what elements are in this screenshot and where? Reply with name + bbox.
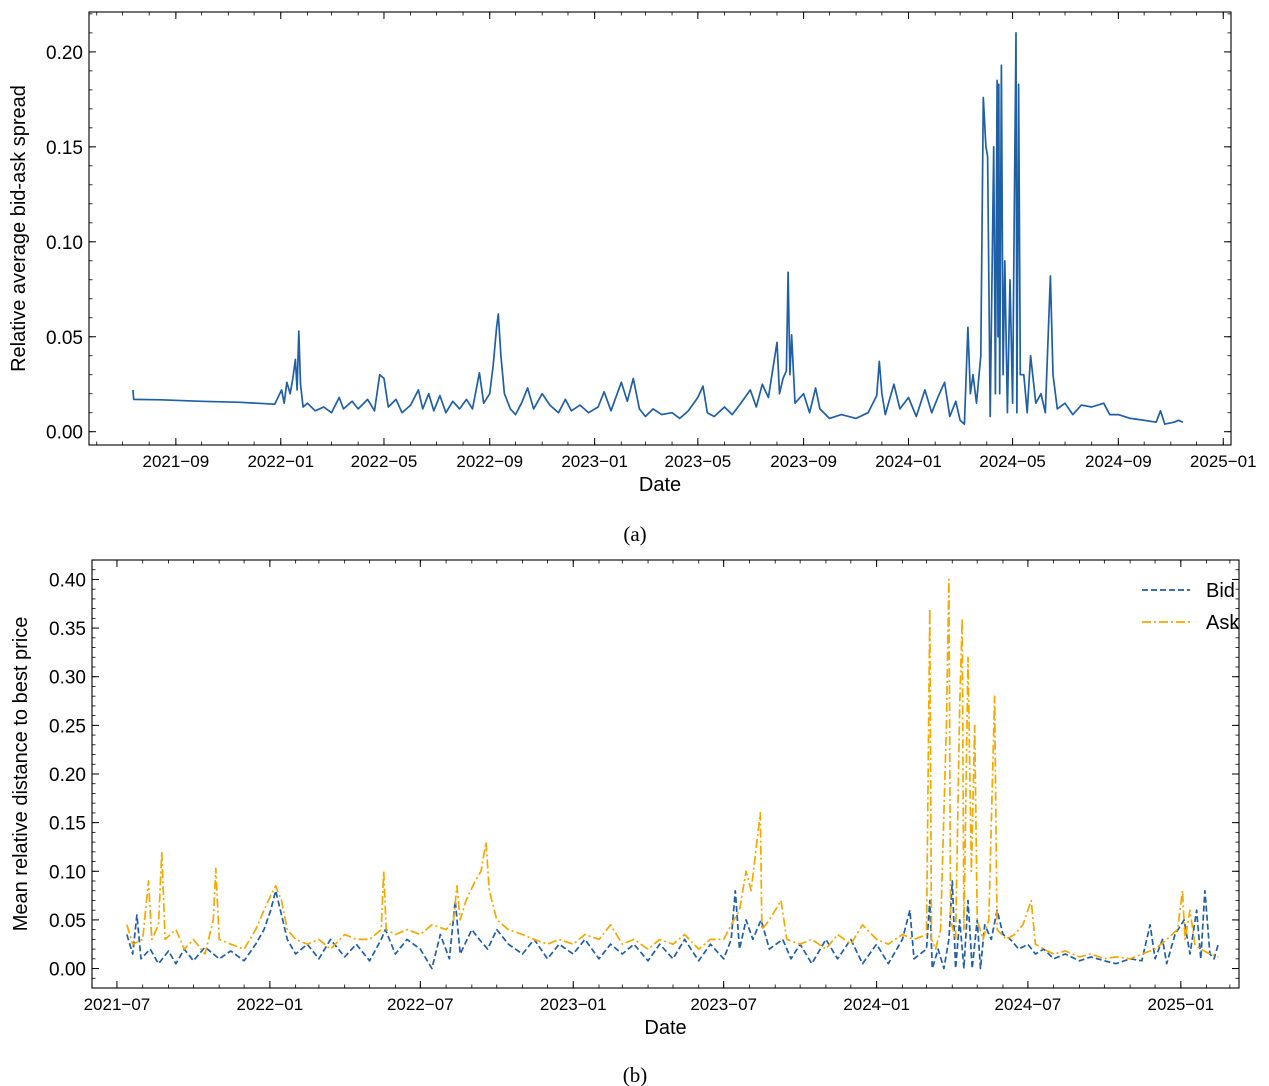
x-tick-label: 2024−01 — [875, 452, 942, 471]
panel-caption: (a) — [623, 522, 646, 546]
plot-frame — [91, 559, 1240, 989]
y-tick-label: 0.10 — [46, 233, 83, 254]
y-tick-label: 0.05 — [49, 911, 86, 932]
x-tick-label: 2022−05 — [351, 452, 418, 471]
x-tick-label: 2025−01 — [1190, 452, 1257, 471]
y-tick-label: 0.30 — [49, 668, 86, 689]
series-line-ask — [126, 578, 1219, 960]
x-tick-label: 2024−07 — [995, 995, 1062, 1014]
panel-caption: (b) — [623, 1063, 648, 1086]
x-tick-label: 2023−09 — [770, 452, 837, 471]
y-tick-label: 0.00 — [49, 960, 86, 981]
x-tick-label: 2021−07 — [84, 995, 151, 1014]
x-tick-label: 2023−01 — [561, 452, 628, 471]
legend-label-bid: Bid — [1206, 580, 1235, 602]
series-line-spread — [132, 32, 1184, 425]
panel-a: 2021−09 2022−01 2022−05 2022−09 2023−01 2023−… — [8, 11, 1257, 546]
x-tick-label: 2024−09 — [1085, 452, 1152, 471]
x-tick-label: 2022−01 — [237, 995, 304, 1014]
x-tick-label: 2025−01 — [1147, 995, 1214, 1014]
x-tick-label: 2022−09 — [456, 452, 523, 471]
x-tick-label: 2021−09 — [143, 452, 210, 471]
x-axis-label: Date — [639, 474, 681, 496]
y-tick-label: 0.15 — [46, 138, 83, 159]
panel-b: 2021−07 2022−01 2022−07 2023−01 2023−07 2024−… — [10, 559, 1240, 1086]
y-tick-label: 0.05 — [46, 328, 83, 349]
y-tick-label: 0.35 — [49, 619, 86, 640]
y-tick-label: 0.15 — [49, 814, 86, 835]
y-tick-label: 0.40 — [49, 570, 86, 591]
y-axis-label: Relative average bid-ask spread — [8, 85, 30, 372]
x-tick-label: 2022−01 — [247, 452, 314, 471]
x-tick-label: 2023−01 — [540, 995, 607, 1014]
y-axis-label: Mean relative distance to best price — [10, 617, 32, 932]
x-tick-label: 2024−05 — [979, 452, 1046, 471]
x-axis-label: Date — [644, 1017, 686, 1039]
y-tick-label: 0.10 — [49, 862, 86, 883]
plot-frame — [88, 11, 1232, 446]
x-tick-label: 2022−07 — [387, 995, 454, 1014]
x-tick-label: 2023−07 — [690, 995, 757, 1014]
y-tick-label: 0.20 — [49, 765, 86, 786]
series-line-bid — [126, 880, 1220, 970]
y-tick-label: 0.25 — [49, 716, 86, 737]
x-tick-label: 2023−05 — [665, 452, 732, 471]
x-tick-label: 2024−01 — [843, 995, 910, 1014]
legend-label-ask: Ask — [1206, 612, 1240, 634]
y-tick-label: 0.00 — [46, 423, 83, 444]
y-tick-label: 0.20 — [46, 43, 83, 64]
